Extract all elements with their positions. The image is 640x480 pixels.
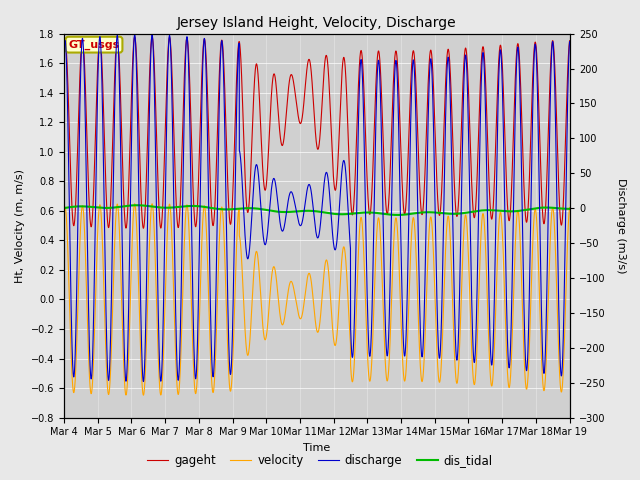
velocity xyxy=(462,213,470,218)
discharge xyxy=(140,379,147,384)
velocity xyxy=(381,360,389,366)
discharge xyxy=(381,321,389,327)
gageht xyxy=(381,193,389,199)
Legend: gageht, velocity, discharge, dis_tidal: gageht, velocity, discharge, dis_tidal xyxy=(142,449,498,472)
velocity xyxy=(86,373,93,379)
velocity xyxy=(360,239,367,245)
dis_tidal xyxy=(60,205,68,211)
discharge xyxy=(86,343,93,349)
dis_tidal xyxy=(360,210,367,216)
discharge xyxy=(360,101,367,107)
velocity xyxy=(435,378,443,384)
dis_tidal xyxy=(86,204,93,210)
gageht xyxy=(435,211,443,217)
discharge xyxy=(435,353,443,359)
gageht xyxy=(566,38,573,44)
Line: gageht: gageht xyxy=(64,37,570,228)
Y-axis label: Discharge (m3/s): Discharge (m3/s) xyxy=(616,178,625,273)
velocity xyxy=(140,392,147,398)
Line: discharge: discharge xyxy=(64,35,570,382)
dis_tidal xyxy=(462,210,470,216)
gageht xyxy=(243,208,251,214)
Y-axis label: Ht, Velocity (m, m/s): Ht, Velocity (m, m/s) xyxy=(15,168,25,283)
velocity xyxy=(131,201,138,207)
discharge xyxy=(566,39,573,45)
discharge xyxy=(462,53,470,59)
Title: Jersey Island Height, Velocity, Discharge: Jersey Island Height, Velocity, Discharg… xyxy=(177,16,456,30)
discharge xyxy=(243,255,251,261)
gageht xyxy=(131,34,138,40)
gageht xyxy=(60,44,68,49)
Line: velocity: velocity xyxy=(64,204,570,395)
discharge xyxy=(60,49,68,55)
dis_tidal xyxy=(133,203,141,208)
velocity xyxy=(243,351,251,357)
gageht xyxy=(86,206,93,212)
dis_tidal xyxy=(243,205,251,211)
velocity xyxy=(566,204,573,210)
X-axis label: Time: Time xyxy=(303,443,330,453)
Text: GT_usgs: GT_usgs xyxy=(68,39,120,50)
dis_tidal xyxy=(566,206,573,212)
Line: dis_tidal: dis_tidal xyxy=(64,205,570,215)
gageht xyxy=(360,72,367,78)
gageht xyxy=(462,46,470,52)
gageht xyxy=(140,226,147,231)
dis_tidal xyxy=(435,210,443,216)
discharge xyxy=(131,32,138,37)
dis_tidal xyxy=(381,211,389,217)
velocity xyxy=(60,210,68,216)
dis_tidal xyxy=(394,212,401,218)
